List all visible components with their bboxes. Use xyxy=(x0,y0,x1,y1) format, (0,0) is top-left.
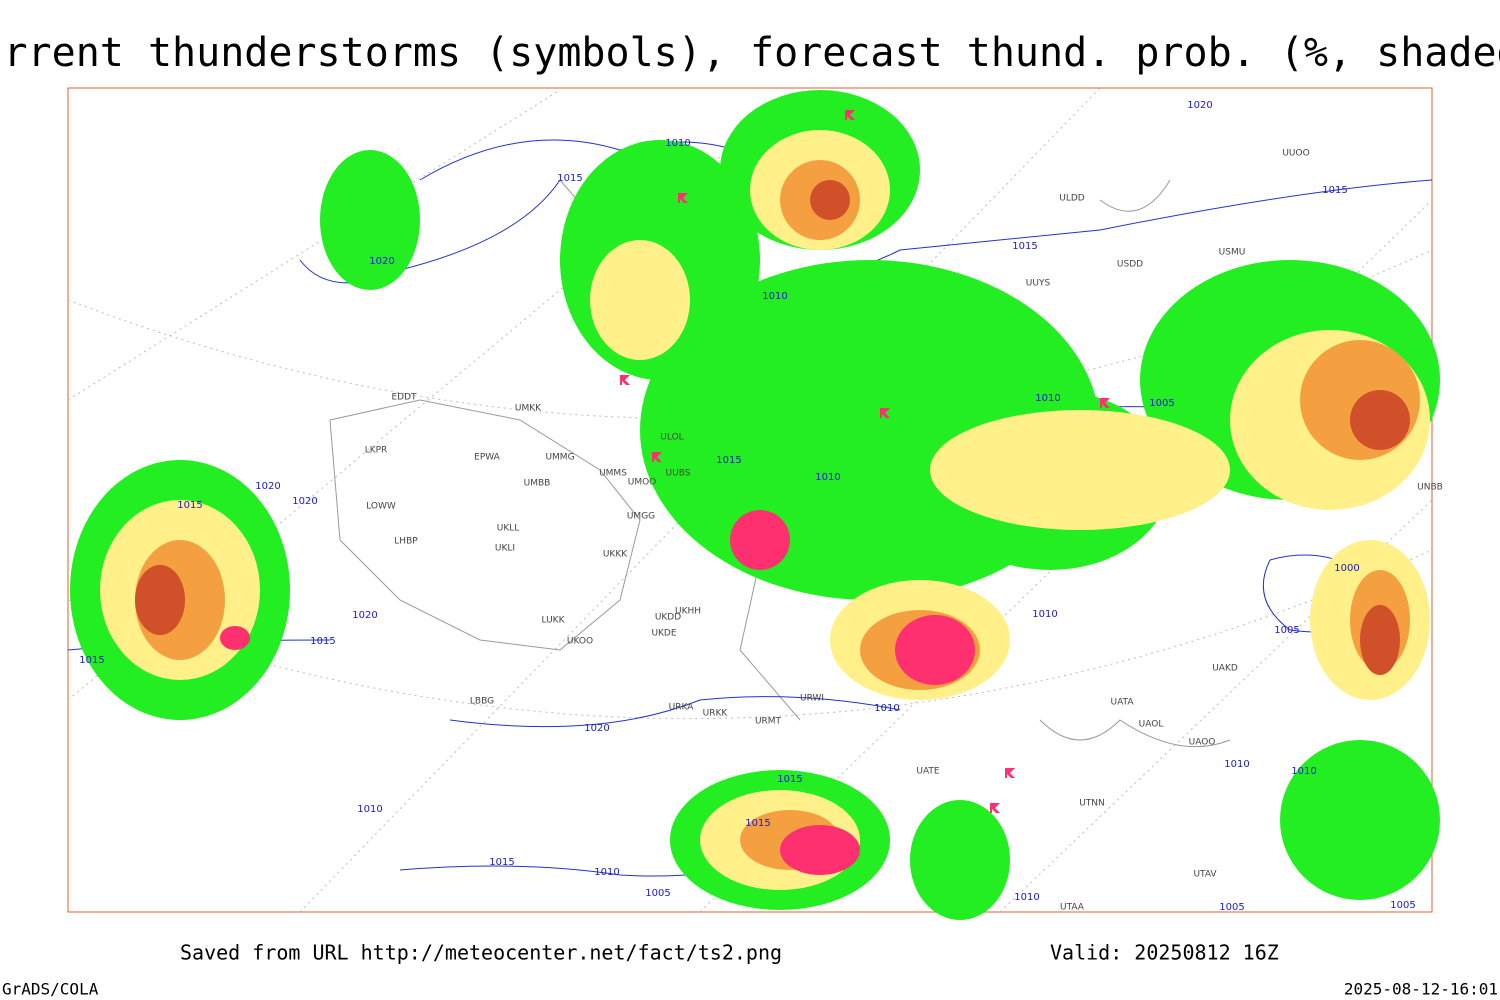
station-label: UMMS xyxy=(599,469,627,479)
isobar-label: 1015 xyxy=(777,774,802,785)
isobar-label: 1015 xyxy=(310,636,335,647)
station-label: UMOO xyxy=(628,478,657,488)
station-label: LBBG xyxy=(470,697,494,707)
isobar-label: 1005 xyxy=(1149,398,1174,409)
probability-shading xyxy=(70,90,1440,920)
isobar-label: 1000 xyxy=(1334,563,1359,574)
station-label: EPWA xyxy=(474,453,501,463)
isobar-label: 1015 xyxy=(1322,185,1347,196)
station-label: UUYS xyxy=(1026,279,1051,289)
isobar-label: 1015 xyxy=(79,655,104,666)
isobar-label: 1005 xyxy=(1219,902,1244,913)
station-label: UTAV xyxy=(1193,870,1217,880)
station-label: USDD xyxy=(1117,260,1143,270)
station-label: UNBB xyxy=(1417,483,1443,493)
isobar-label: 1020 xyxy=(255,481,280,492)
source-url: Saved from URL http://meteocenter.net/fa… xyxy=(180,941,782,965)
station-label: UMBB xyxy=(524,479,551,489)
station-label: UKDE xyxy=(651,629,676,639)
isobar-label: 1005 xyxy=(645,888,670,899)
title: Current thunderstorms (symbols), forecas… xyxy=(0,30,1500,76)
station-label: UKKK xyxy=(603,550,628,560)
station-label: LUKK xyxy=(542,616,566,626)
station-label: UKLI xyxy=(495,544,515,554)
isobar-label: 1010 xyxy=(594,867,619,878)
station-label: UAOL xyxy=(1139,720,1164,730)
isobar-label: 1020 xyxy=(352,610,377,621)
station-label: UKHH xyxy=(675,607,701,617)
isobar-label: 1010 xyxy=(1291,766,1316,777)
timestamp: 2025-08-12-16:01 xyxy=(1344,980,1498,999)
isobar-label: 1015 xyxy=(716,455,741,466)
station-label: UKLL xyxy=(497,524,520,534)
station-label: URWI xyxy=(800,694,824,704)
isobar-label: 1020 xyxy=(369,256,394,267)
isobar-label: 1015 xyxy=(1012,241,1037,252)
station-label: LOWW xyxy=(366,502,396,512)
isobar-label: 1015 xyxy=(745,818,770,829)
isobar-label: 1020 xyxy=(1187,100,1212,111)
station-label: LHBP xyxy=(394,537,418,547)
station-label: UMKK xyxy=(515,404,542,414)
station-label: UAKD xyxy=(1212,664,1238,674)
isobar-label: 1020 xyxy=(292,496,317,507)
thunderstorm-symbols xyxy=(620,110,1110,813)
software: GrADS/COLA xyxy=(2,980,99,999)
station-label: UUOO xyxy=(1282,149,1309,159)
isobar-label: 1010 xyxy=(874,703,899,714)
station-labels: ULDD USMU USDD UUYS UUOO EDDT UMKK ULOL LKPR EPWA… xyxy=(365,149,1443,913)
station-label: UKOO xyxy=(567,637,593,647)
station-label: EDDT xyxy=(391,393,417,403)
isobar-label: 1010 xyxy=(665,138,690,149)
station-label: USMU xyxy=(1219,248,1246,258)
isobar-label: 1010 xyxy=(815,472,840,483)
isobar-label: 1005 xyxy=(1390,900,1415,911)
isobar-label: 1010 xyxy=(1032,609,1057,620)
station-label: LKPR xyxy=(365,446,388,456)
isobar-label: 1010 xyxy=(1035,393,1060,404)
isobar-labels: 1020 1010 1015 1015 1020 1015 1010 1010 1005 1015… xyxy=(79,100,1415,913)
station-label: UMMG xyxy=(545,453,574,463)
station-label: UMGG xyxy=(627,512,655,522)
valid-time: Valid: 20250812 16Z xyxy=(1050,941,1279,965)
map: 1020 1010 1015 1015 1020 1015 1010 1010 1005 1015… xyxy=(67,87,1443,920)
station-label: UATE xyxy=(916,767,940,777)
station-label: UUBS xyxy=(666,469,691,479)
isobar-label: 1005 xyxy=(1274,625,1299,636)
isobar-label: 1015 xyxy=(489,857,514,868)
station-label: UTAA xyxy=(1060,903,1085,913)
station-label: ULDD xyxy=(1059,194,1085,204)
station-label: URKK xyxy=(703,709,729,719)
station-label: UTNN xyxy=(1079,799,1105,809)
isobar-label: 1010 xyxy=(1014,892,1039,903)
isobar-label: 1020 xyxy=(584,723,609,734)
station-label: UATA xyxy=(1110,698,1134,708)
isobar-label: 1015 xyxy=(177,500,202,511)
station-label: UKDD xyxy=(655,613,681,623)
isobar-label: 1010 xyxy=(1224,759,1249,770)
station-label: ULOL xyxy=(660,433,683,443)
isobar-label: 1010 xyxy=(357,804,382,815)
station-label: UAOO xyxy=(1189,738,1216,748)
isobar-label: 1015 xyxy=(557,173,582,184)
station-label: URKA xyxy=(669,703,695,713)
isobar-label: 1010 xyxy=(762,291,787,302)
station-label: URMT xyxy=(755,717,782,727)
